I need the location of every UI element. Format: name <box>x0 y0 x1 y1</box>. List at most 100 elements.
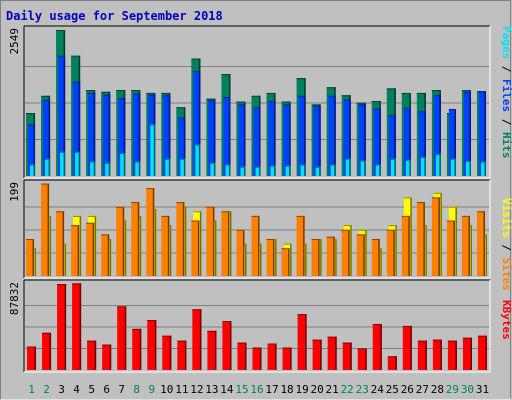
panel-hits-series-label: Pages / Files / Hits <box>500 26 512 159</box>
bar-kbytes-kbytes <box>207 330 217 370</box>
panel-kbytes: 87832 KBytes <box>8 279 512 373</box>
bar-hits-pages-fill <box>480 161 486 176</box>
bar-hits-pages-shade <box>274 165 276 176</box>
day-label: 28 <box>431 383 444 396</box>
bar-hits-hits-cap <box>71 55 81 57</box>
bar-hits-pages-cap <box>135 161 141 163</box>
bar-hits-pages-shade <box>304 164 306 176</box>
bar-hits-files <box>313 105 321 176</box>
bar-visits-sites-shade <box>288 248 290 276</box>
bar-hits-pages-fill <box>405 159 411 176</box>
day-label: 21 <box>326 383 339 396</box>
bar-hits-files-fill <box>373 108 381 176</box>
bar-hits-pages-fill <box>240 166 246 176</box>
bar-visits-sites-cap <box>236 229 245 231</box>
bar-hits-files-shade <box>409 107 411 176</box>
bar-visits-visits-shade <box>214 220 217 276</box>
panel-hits-ymax-label: 2549 <box>8 28 21 55</box>
bar-kbytes-kbytes-shade <box>290 347 292 370</box>
bar-hits-hits-cap <box>311 104 321 106</box>
panel-visits-series-label-part: Sites <box>500 258 512 291</box>
bar-hits-pages-fill <box>210 162 216 176</box>
bar-kbytes-kbytes-fill <box>252 347 262 370</box>
bar-hits-pages <box>300 164 306 176</box>
bar-visits-sites-fill <box>101 234 110 276</box>
bar-hits-files-cap <box>418 111 426 113</box>
bar-hits-pages-fill <box>270 165 276 176</box>
bar-visits-sites-shade <box>92 222 95 276</box>
bar-visits-sites <box>446 220 455 276</box>
bar-kbytes-kbytes <box>357 348 367 370</box>
bar-kbytes-kbytes <box>342 342 352 370</box>
bar-hits-files <box>178 117 186 176</box>
bar-hits-pages-cap <box>480 161 486 163</box>
bar-hits-pages-shade <box>454 158 456 176</box>
bar-visits-sites-shade <box>438 197 440 276</box>
bar-hits-hits-cap <box>221 74 231 76</box>
bar-visits-sites <box>56 211 65 276</box>
bar-kbytes-kbytes <box>57 284 67 370</box>
day-label: 20 <box>311 383 324 396</box>
bar-hits-files <box>58 55 66 176</box>
bar-kbytes-kbytes-cap <box>237 342 247 344</box>
bar-kbytes-kbytes-fill <box>297 314 307 370</box>
bar-visits-sites-cap <box>356 234 365 236</box>
day-label: 17 <box>265 383 278 396</box>
bar-kbytes-kbytes <box>402 325 412 370</box>
bar-hits-pages-fill <box>30 164 36 176</box>
bar-visits-visits-shade <box>485 234 487 276</box>
bar-hits-files-cap <box>88 92 96 94</box>
bar-visits-sites-fill <box>71 225 80 276</box>
bar-kbytes-kbytes-shade <box>260 347 262 370</box>
day-label: 29 <box>446 383 459 396</box>
bar-hits-files-shade <box>168 95 171 176</box>
bar-hits-files <box>373 108 381 176</box>
bar-hits-files-shade <box>289 104 291 176</box>
bar-hits-files-shade <box>243 104 246 176</box>
bar-kbytes-kbytes-shade <box>380 323 382 370</box>
bar-hits-pages-shade <box>394 158 396 176</box>
bar-visits-sites-fill <box>461 215 470 276</box>
bar-hits-pages-cap <box>420 157 426 159</box>
bar-hits-pages-fill <box>300 164 306 176</box>
bar-hits-pages <box>315 166 321 176</box>
bar-visits-sites-fill <box>371 239 380 276</box>
bar-hits-hits-cap <box>86 90 96 92</box>
bar-kbytes-kbytes-cap <box>342 342 352 344</box>
bar-hits-files-cap <box>478 91 486 93</box>
bar-kbytes-kbytes-fill <box>177 340 187 370</box>
bar-visits-sites-shade <box>182 202 185 276</box>
bar-hits-pages-fill <box>360 160 366 176</box>
bar-visits-sites-cap <box>476 211 485 213</box>
bar-hits-hits-cap <box>161 92 171 94</box>
bar-visits-sites <box>416 202 425 276</box>
bar-kbytes-kbytes <box>477 335 487 370</box>
bar-visits-sites-shade <box>348 229 350 276</box>
bar-hits-files <box>133 93 141 176</box>
bar-visits-sites-cap <box>431 197 440 199</box>
bar-visits-sites-shade <box>273 239 275 276</box>
bar-kbytes-kbytes-fill <box>342 342 352 370</box>
bar-hits-pages-fill <box>195 144 201 176</box>
bar-kbytes-kbytes-fill <box>117 306 127 370</box>
bar-visits-sites-fill <box>221 211 230 276</box>
bar-hits-files-cap <box>298 95 306 97</box>
bar-hits-files-shade <box>78 81 81 176</box>
bar-hits-files-cap <box>43 99 51 101</box>
bar-visits-sites-cap <box>296 215 305 217</box>
bar-hits-files-fill <box>103 94 111 176</box>
bar-kbytes-kbytes <box>177 340 187 370</box>
bar-kbytes-kbytes <box>192 309 202 370</box>
bar-visits-sites-fill <box>401 215 410 276</box>
bar-visits-sites-fill <box>266 239 275 276</box>
bar-hits-files-fill <box>298 95 306 176</box>
bar-hits-pages-shade <box>289 165 291 176</box>
bar-visits-sites-fill <box>161 215 170 276</box>
bar-hits-pages-fill <box>75 151 81 176</box>
bar-kbytes-kbytes-shade <box>229 321 232 370</box>
bar-kbytes-kbytes-fill <box>237 342 247 370</box>
bar-kbytes-kbytes-cap <box>177 340 187 342</box>
bar-visits-sites-cap <box>56 211 65 213</box>
bar-kbytes-kbytes <box>462 337 472 370</box>
bar-visits-sites-shade <box>468 215 470 276</box>
